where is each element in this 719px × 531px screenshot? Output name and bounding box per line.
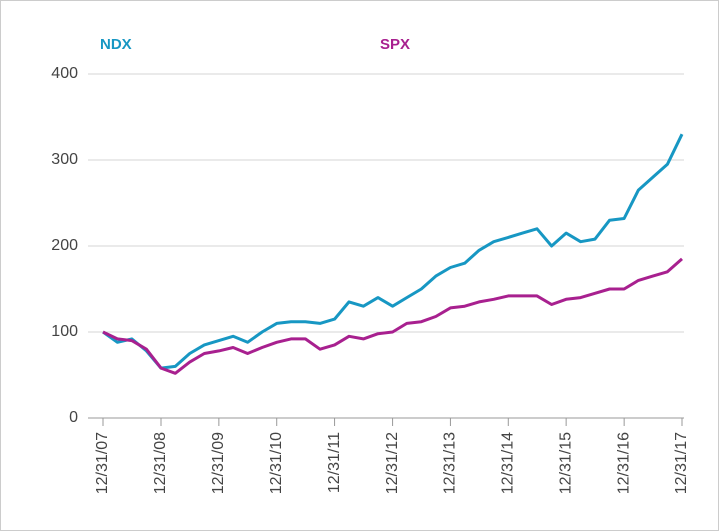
- series-line: [102, 257, 683, 375]
- x-tick-label: 12/31/11: [326, 432, 343, 493]
- x-tick-label: 12/31/16: [615, 432, 632, 494]
- y-tick-label: 400: [51, 65, 78, 82]
- x-tick-label: 12/31/09: [210, 432, 227, 494]
- x-tick-label: 12/31/17: [673, 432, 690, 494]
- x-tick-label: 12/31/10: [268, 432, 285, 494]
- y-tick-label: 0: [69, 409, 78, 426]
- y-tick-label: 100: [51, 323, 78, 340]
- legend-label: SPX: [380, 36, 410, 53]
- y-tick-label: 300: [51, 151, 78, 168]
- y-tick-label: 200: [51, 237, 78, 254]
- x-tick-label: 12/31/12: [384, 432, 401, 494]
- legend-label: NDX: [100, 36, 132, 53]
- x-tick-label: 12/31/14: [500, 432, 517, 494]
- x-tick-label: 12/31/08: [152, 432, 169, 494]
- series-line: [102, 133, 684, 370]
- x-tick-label: 12/31/15: [557, 432, 574, 494]
- x-tick-label: 12/31/13: [442, 432, 459, 494]
- x-tick-label: 12/31/07: [94, 432, 111, 494]
